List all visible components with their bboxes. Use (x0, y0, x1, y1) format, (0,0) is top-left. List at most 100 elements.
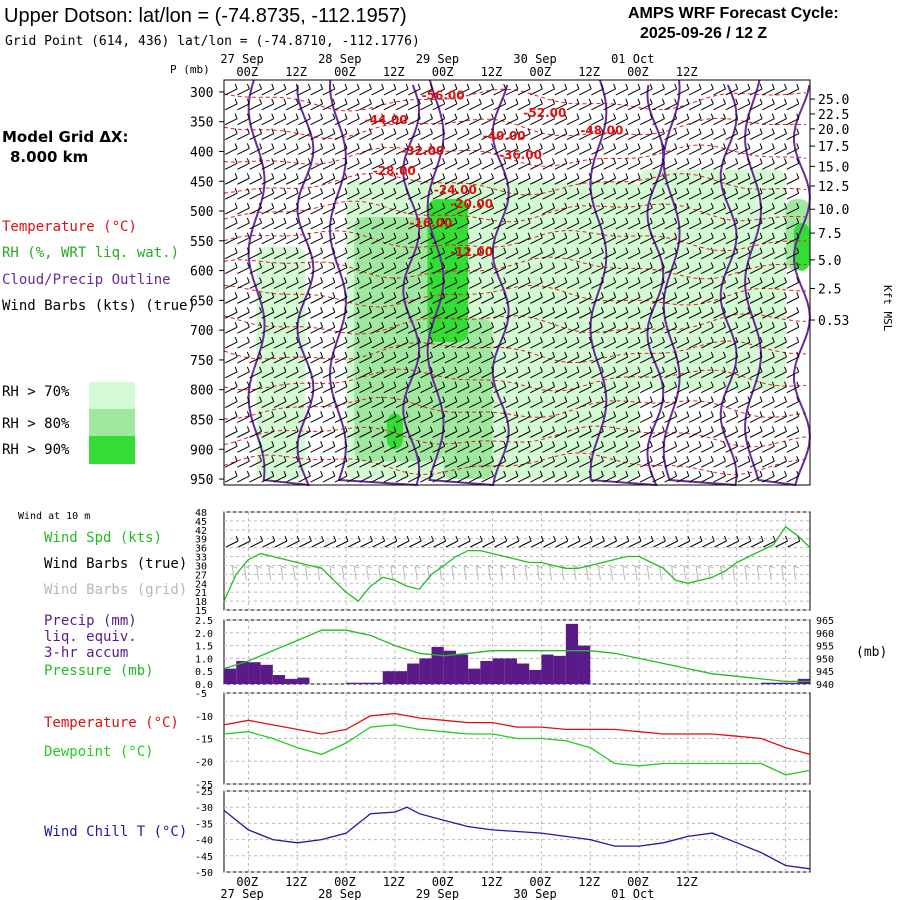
wind-barb-shaft (481, 192, 494, 200)
temperature-contour (223, 117, 807, 139)
wind-barb (688, 262, 702, 275)
wind-barb-flag (710, 98, 714, 104)
wind-barb-flag (368, 83, 372, 90)
wind-barb (688, 113, 702, 126)
wind-barb-flag (295, 128, 299, 134)
wind-barb-flag (405, 83, 409, 90)
wind-barb-flag (771, 113, 775, 119)
wind-barb (322, 262, 336, 275)
wind-barb-shaft (566, 222, 580, 230)
wind-barb (261, 128, 275, 141)
wind-barb (701, 247, 714, 260)
wind-barb-shaft (420, 177, 433, 185)
wind-barb-flag (368, 262, 372, 268)
wind-barb (639, 128, 653, 141)
wind-barb-shaft (603, 148, 616, 155)
wind-barb-shaft (493, 222, 506, 230)
wind-barb-shaft (554, 118, 567, 126)
wind-barb (542, 158, 556, 170)
wind-barb-shaft (237, 118, 250, 126)
height-tick-label: 0.53 (818, 314, 849, 329)
wind-barb (395, 128, 409, 141)
wind-barb-flag (320, 173, 324, 179)
wind-barb-flag (661, 173, 665, 179)
wind-barb (273, 247, 287, 260)
wind-barb-flag (246, 83, 250, 90)
wind-barb (737, 143, 751, 155)
wind-barb-shaft (725, 222, 738, 230)
wind-barb-flag (771, 128, 775, 134)
wind-barb-shaft (444, 282, 458, 289)
wind-barb-shaft (749, 222, 763, 230)
wind-barb-flag (625, 98, 629, 104)
wind-barb-shaft (395, 133, 409, 141)
wind-barb (664, 98, 678, 111)
wind-barb-flag (381, 113, 385, 119)
wind-barb-shaft (627, 192, 641, 200)
wind-barb-shaft (615, 207, 629, 215)
wind-barb-shaft (652, 222, 665, 230)
wind-barb-flag (539, 217, 543, 224)
wind-barb-shaft (273, 103, 287, 111)
wind-barb (701, 202, 714, 215)
wind-barb-shaft (566, 177, 580, 185)
time-axis-top-hour: 12Z (285, 65, 307, 79)
precip-tick-label: 2.0 (195, 629, 213, 640)
cloud-outline (247, 79, 315, 487)
wind-barb-shaft (603, 162, 616, 170)
wind-barb (310, 83, 324, 96)
wind-barb-shaft (346, 162, 360, 170)
wind-barb (346, 113, 360, 126)
wind-barb-flag (515, 187, 519, 194)
wind-barb (456, 98, 470, 111)
wind-barb-shaft (481, 103, 494, 111)
wind-barb-flag (710, 202, 714, 209)
time-axis-bottom-hour: 12Z (383, 875, 405, 889)
wind-barb (725, 158, 739, 170)
wind-barb-shaft (346, 252, 360, 260)
wind-barb-shaft (688, 103, 702, 111)
wind-barb-shaft (615, 162, 629, 170)
wind-barb-shaft (517, 207, 531, 215)
wind-barb-flag (576, 158, 580, 164)
wind-barb-shaft (493, 148, 506, 155)
wind-barb-shaft (359, 267, 372, 275)
wind-barb-flag (430, 173, 433, 179)
wind-barb (456, 232, 470, 245)
wind-barb-shaft (273, 222, 287, 230)
wind-barb-flag (735, 128, 739, 134)
wind-barb-flag (710, 262, 714, 268)
wind-barb-flag (307, 217, 311, 224)
wind-barb-flag (747, 247, 751, 253)
wind-barb-flag (515, 277, 519, 283)
wind-barb-flag (649, 173, 653, 179)
legend-rh: RH (%, WRT liq. wat.) (2, 245, 179, 261)
wind-barb-shaft (737, 88, 751, 96)
wind-barb-shaft (786, 222, 799, 230)
wind-barb (310, 187, 324, 200)
wind-barb-shaft (346, 267, 360, 275)
temperature-contour (223, 452, 807, 476)
wind-barb-flag (637, 202, 641, 209)
wind-barb-flag (710, 158, 714, 164)
wind-barb-flag (478, 83, 482, 90)
wind-barb-shaft (371, 252, 384, 260)
wind-barb-shaft (395, 237, 409, 245)
wind-barb-shaft (652, 282, 665, 289)
wind-barb-flag (674, 173, 678, 179)
precip-bar (468, 668, 481, 684)
wind-barb (664, 202, 678, 215)
wind-barb-shaft (310, 162, 323, 170)
wind-barb-shaft (408, 162, 421, 170)
wind-barb-shaft (408, 207, 421, 215)
wind-barb-flag (295, 202, 299, 209)
wind-barb-shaft (725, 267, 738, 275)
wind-barb-shaft (517, 252, 531, 260)
wind-barb-flag (613, 83, 617, 90)
wind-barb-flag (759, 173, 763, 179)
wind-barb-shaft (444, 177, 458, 185)
wind-barb (639, 98, 653, 111)
wind-barb-shaft (249, 148, 262, 155)
wind-barb-flag (307, 143, 311, 149)
wind-barb (627, 247, 641, 260)
